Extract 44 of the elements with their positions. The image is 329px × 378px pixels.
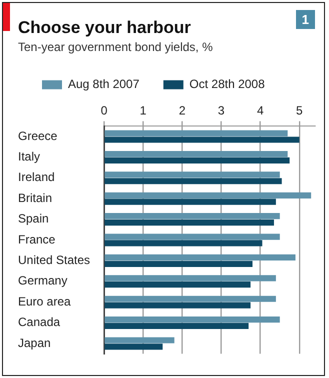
text: 1: [296, 10, 315, 29]
bar: [104, 234, 280, 240]
x-tick-label: 4: [256, 103, 264, 118]
bar: [104, 275, 276, 282]
bar: [104, 178, 282, 184]
bar: [104, 240, 262, 246]
bar: [104, 316, 280, 323]
bar: [104, 198, 276, 205]
chart-title: Choose your harbour: [18, 18, 192, 37]
bar: [104, 219, 274, 226]
y-tick-label: Euro area: [18, 294, 72, 308]
y-tick-label: Ireland: [18, 170, 55, 184]
bar: [104, 344, 163, 350]
bar: [104, 192, 312, 198]
bar: [104, 260, 252, 267]
x-tick-label: 0: [100, 103, 108, 118]
bar: [104, 302, 251, 308]
bar: [104, 150, 288, 158]
bar: [104, 254, 296, 261]
x-tick-label: 1: [140, 103, 147, 118]
bar: [104, 282, 251, 288]
bar: [104, 136, 300, 143]
bar: [104, 296, 276, 302]
x-tick-label: 5: [296, 103, 304, 118]
y-tick-label: Italy: [18, 150, 40, 164]
chart-subtitle: Ten-year government bond yields, %: [18, 40, 214, 54]
bar: [104, 213, 280, 220]
y-tick-label: Germany: [18, 274, 68, 288]
y-tick-label: Britain: [18, 190, 52, 205]
x-tick-label: 2: [178, 103, 186, 118]
y-tick-label: United States: [18, 253, 90, 268]
legend-label: Aug 8th 2007: [68, 77, 140, 92]
bar: [104, 157, 290, 164]
y-tick-label: Japan: [18, 336, 51, 350]
y-tick-label: Greece: [18, 128, 58, 143]
bar: [104, 172, 280, 178]
legend-label: Oct 28th 2008: [189, 77, 266, 92]
y-tick-label: France: [18, 232, 56, 246]
y-tick-label: Spain: [18, 212, 49, 226]
x-tick-label: 3: [218, 103, 225, 118]
y-tick-label: Canada: [18, 315, 60, 330]
bar: [104, 130, 288, 136]
bar: [104, 337, 174, 344]
bar: [104, 322, 249, 330]
